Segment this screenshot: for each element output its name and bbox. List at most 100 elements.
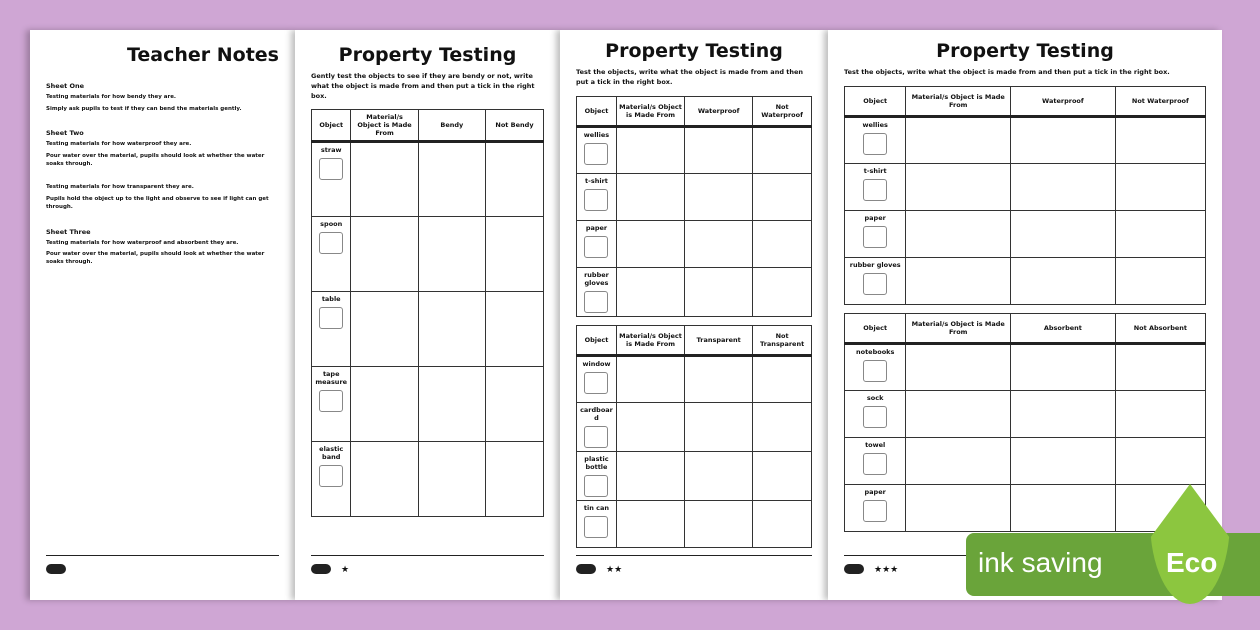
answer-cell[interactable] bbox=[417, 291, 486, 368]
page-title: Property Testing bbox=[605, 40, 783, 62]
answer-cell[interactable] bbox=[1010, 256, 1116, 305]
answer-cell[interactable] bbox=[615, 354, 686, 403]
column-header: Not Bendy bbox=[484, 109, 545, 144]
answer-cell[interactable] bbox=[905, 209, 1012, 258]
table-row: rubber gloves bbox=[576, 266, 812, 317]
column-header: Absorbent bbox=[1010, 312, 1116, 345]
page-title: Property Testing bbox=[338, 44, 517, 66]
answer-cell[interactable] bbox=[684, 354, 754, 403]
answer-cell[interactable] bbox=[1010, 483, 1116, 532]
answer-cell[interactable] bbox=[350, 441, 419, 518]
answer-cell[interactable] bbox=[615, 172, 686, 221]
answer-cell[interactable] bbox=[1114, 389, 1207, 438]
object-name: straw bbox=[320, 146, 342, 155]
answer-cell[interactable] bbox=[1010, 115, 1116, 164]
answer-cell[interactable] bbox=[905, 115, 1012, 164]
answer-cell[interactable] bbox=[905, 436, 1012, 485]
answer-cell[interactable] bbox=[350, 141, 419, 218]
answer-cell[interactable] bbox=[417, 366, 486, 443]
answer-cell[interactable] bbox=[684, 266, 754, 317]
answer-cell[interactable] bbox=[752, 266, 812, 317]
answer-cell[interactable] bbox=[905, 389, 1012, 438]
answer-cell[interactable] bbox=[484, 216, 545, 293]
answer-cell[interactable] bbox=[1114, 256, 1207, 305]
answer-cell[interactable] bbox=[417, 441, 486, 518]
answer-cell[interactable] bbox=[752, 401, 812, 452]
answer-cell[interactable] bbox=[615, 401, 686, 452]
object-name: towel bbox=[865, 440, 886, 449]
table-row: paper bbox=[843, 483, 1207, 532]
answer-cell[interactable] bbox=[417, 216, 486, 293]
answer-cell[interactable] bbox=[484, 441, 545, 518]
note-line: Testing materials for how transparent th… bbox=[46, 184, 194, 191]
answer-cell[interactable] bbox=[1010, 389, 1116, 438]
answer-cell[interactable] bbox=[684, 219, 754, 268]
answer-cell[interactable] bbox=[752, 125, 812, 174]
answer-cell[interactable] bbox=[752, 219, 812, 268]
answer-cell[interactable] bbox=[752, 172, 812, 221]
answer-cell[interactable] bbox=[752, 354, 812, 403]
logo bbox=[576, 564, 596, 574]
answer-cell[interactable] bbox=[615, 499, 686, 548]
column-header: Object bbox=[843, 85, 907, 118]
section-heading: Sheet Three bbox=[46, 227, 91, 236]
answer-cell[interactable] bbox=[1010, 162, 1116, 211]
object-picture-icon bbox=[584, 515, 609, 538]
answer-cell[interactable] bbox=[684, 499, 754, 548]
instructions: Gently test the objects to see if they a… bbox=[311, 72, 535, 100]
answer-cell[interactable] bbox=[1010, 342, 1116, 391]
object-name: spoon bbox=[320, 220, 343, 229]
answer-cell[interactable] bbox=[905, 162, 1012, 211]
section-heading: Sheet One bbox=[46, 82, 85, 90]
answer-cell[interactable] bbox=[615, 219, 686, 268]
column-header: Waterproof bbox=[1010, 85, 1116, 118]
answer-cell[interactable] bbox=[1114, 436, 1207, 485]
object-picture-icon bbox=[319, 232, 344, 255]
answer-cell[interactable] bbox=[484, 366, 545, 443]
answer-cell[interactable] bbox=[615, 266, 686, 317]
answer-cell[interactable] bbox=[1114, 342, 1207, 391]
table-row: window bbox=[576, 354, 812, 403]
table-row: wellies bbox=[843, 115, 1207, 164]
answer-cell[interactable] bbox=[905, 256, 1012, 305]
object-name: plastic bottle bbox=[584, 454, 609, 471]
object-name: wellies bbox=[583, 130, 610, 139]
answer-cell[interactable] bbox=[1114, 115, 1207, 164]
table-row: straw bbox=[310, 141, 545, 218]
note-line: Pupils hold the object up to the light a… bbox=[46, 196, 269, 210]
answer-cell[interactable] bbox=[417, 141, 486, 218]
answer-cell[interactable] bbox=[615, 450, 686, 501]
object-picture-icon bbox=[584, 425, 609, 448]
answer-cell[interactable] bbox=[905, 483, 1012, 532]
answer-cell[interactable] bbox=[350, 366, 419, 443]
answer-cell[interactable] bbox=[1010, 436, 1116, 485]
answer-cell[interactable] bbox=[752, 450, 812, 501]
answer-cell[interactable] bbox=[350, 216, 419, 293]
object-name: cardboard bbox=[580, 405, 613, 422]
answer-cell[interactable] bbox=[684, 401, 754, 452]
object-name: rubber gloves bbox=[849, 260, 901, 269]
answer-cell[interactable] bbox=[484, 291, 545, 368]
instructions: Test the objects, write what the object … bbox=[844, 68, 1170, 76]
object-name: notebooks bbox=[855, 347, 895, 356]
logo bbox=[844, 564, 864, 574]
answer-cell[interactable] bbox=[684, 450, 754, 501]
answer-cell[interactable] bbox=[1114, 209, 1207, 258]
answer-cell[interactable] bbox=[905, 342, 1012, 391]
answer-cell[interactable] bbox=[615, 125, 686, 174]
object-picture-icon bbox=[584, 142, 609, 165]
object-name: paper bbox=[864, 213, 886, 222]
column-header: Material/s Object is Made From bbox=[905, 312, 1012, 345]
answer-cell[interactable] bbox=[684, 125, 754, 174]
logo bbox=[46, 564, 66, 574]
answer-cell[interactable] bbox=[484, 141, 545, 218]
answer-cell[interactable] bbox=[752, 499, 812, 548]
object-picture-icon bbox=[584, 474, 609, 497]
answer-cell[interactable] bbox=[1114, 162, 1207, 211]
answer-cell[interactable] bbox=[1010, 209, 1116, 258]
table-row: plastic bottle bbox=[576, 450, 812, 501]
table-row: paper bbox=[843, 209, 1207, 258]
answer-cell[interactable] bbox=[684, 172, 754, 221]
note-line: Testing materials for how bendy they are… bbox=[46, 94, 177, 100]
answer-cell[interactable] bbox=[350, 291, 419, 368]
